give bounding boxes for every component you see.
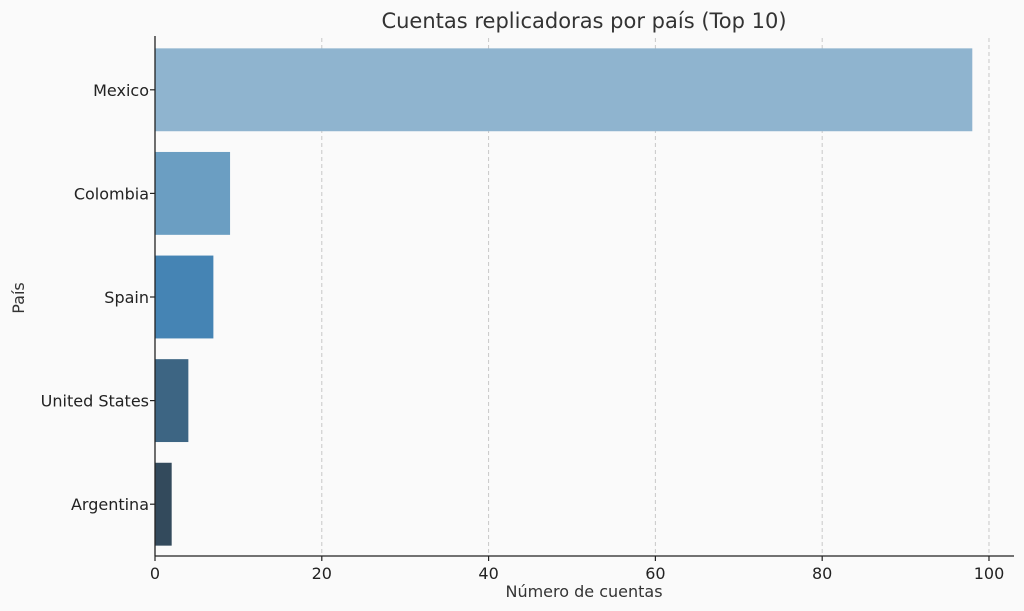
y-axis-label: País [9,282,28,314]
x-tick-label: 60 [645,564,665,583]
category-label: Argentina [71,495,149,514]
bar-mexico [155,48,973,132]
bar-argentina [155,462,172,546]
axes [150,36,1014,561]
x-tick-label: 100 [974,564,1005,583]
x-tick-label: 0 [150,564,160,583]
x-tick-label: 40 [478,564,498,583]
x-axis-label: Número de cuentas [505,582,662,601]
category-label: Mexico [93,81,149,100]
bar-united-states [155,359,189,443]
x-tick-label: 20 [312,564,332,583]
category-label: United States [41,392,149,411]
category-labels: Mexico Colombia Spain United States Argentin… [41,81,149,514]
bars [155,48,973,546]
tick-labels: 0 20 40 60 80 100 [150,564,1004,583]
bar-colombia [155,151,231,235]
bar-spain [155,255,214,339]
x-tick-label: 80 [812,564,832,583]
category-label: Spain [104,288,149,307]
chart-title: Cuentas replicadoras por país (Top 10) [381,9,786,33]
category-label: Colombia [74,184,149,203]
